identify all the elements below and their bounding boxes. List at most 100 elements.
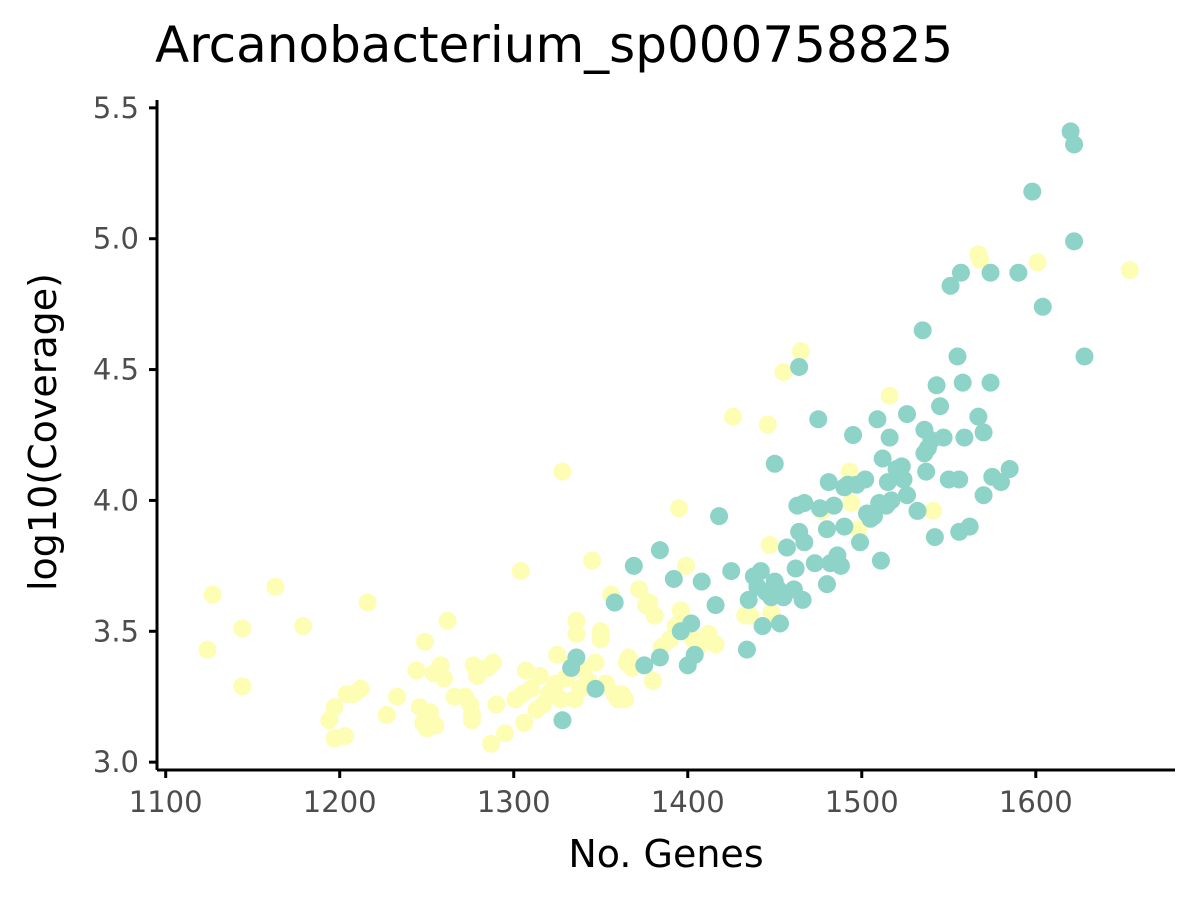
data-point	[670, 499, 689, 518]
data-point	[553, 711, 572, 730]
data-point	[482, 734, 501, 753]
data-point	[811, 499, 830, 518]
data-point	[677, 556, 696, 575]
data-point	[435, 669, 454, 688]
data-point	[692, 572, 711, 591]
x-axis-label: No. Genes	[568, 832, 763, 876]
data-point	[950, 470, 969, 489]
data-point	[809, 410, 828, 429]
data-point	[567, 648, 586, 667]
data-point	[969, 407, 988, 426]
data-point	[1033, 297, 1052, 316]
data-point	[1009, 263, 1028, 282]
data-point	[777, 538, 796, 557]
data-point	[426, 716, 445, 735]
data-point	[934, 428, 953, 447]
data-point	[548, 645, 567, 664]
data-point	[511, 562, 530, 581]
data-point	[635, 656, 654, 675]
data-point	[791, 342, 810, 361]
data-point	[824, 496, 843, 515]
data-point	[335, 726, 354, 745]
x-tick-label: 1500	[825, 785, 899, 819]
data-point	[878, 473, 897, 492]
data-point	[765, 454, 784, 473]
y-ticks: 3.0 3.5 4.0 4.5 5.0 5.5	[93, 91, 157, 779]
data-point	[758, 415, 777, 434]
data-point	[1065, 135, 1084, 154]
data-point	[770, 614, 789, 633]
data-point	[388, 687, 407, 706]
data-point	[515, 713, 534, 732]
data-point	[819, 473, 838, 492]
data-point	[941, 276, 960, 295]
data-point	[974, 486, 993, 505]
data-point	[567, 624, 586, 643]
data-point	[351, 679, 370, 698]
data-point	[685, 645, 704, 664]
data-point	[710, 507, 729, 526]
data-point	[1075, 347, 1094, 366]
data-point	[462, 711, 481, 730]
data-point	[664, 569, 683, 588]
data-point	[981, 263, 1000, 282]
data-point	[971, 250, 990, 269]
data-point	[591, 622, 610, 641]
data-point	[913, 321, 932, 340]
data-point	[835, 517, 854, 536]
data-point	[616, 690, 635, 709]
data-point	[233, 677, 252, 696]
x-tick-label: 1200	[303, 785, 377, 819]
data-point	[630, 580, 649, 599]
data-point	[817, 575, 836, 594]
data-point	[739, 590, 758, 609]
data-point	[553, 462, 572, 481]
data-point	[955, 428, 974, 447]
data-point	[567, 611, 586, 630]
data-point	[1023, 182, 1042, 201]
data-point	[583, 551, 602, 570]
data-points	[198, 122, 1139, 753]
data-point	[198, 640, 217, 659]
data-point	[898, 405, 917, 424]
data-point	[842, 494, 861, 513]
data-point	[898, 486, 917, 505]
data-point	[650, 648, 669, 667]
data-point	[203, 585, 222, 604]
data-point	[1000, 460, 1019, 479]
data-point	[894, 470, 913, 489]
data-point	[880, 386, 899, 405]
data-point	[873, 449, 892, 468]
data-point	[551, 690, 570, 709]
data-point	[522, 679, 541, 698]
data-point	[624, 556, 643, 575]
data-point	[706, 596, 725, 615]
y-tick-label: 3.0	[93, 745, 139, 779]
data-point	[790, 357, 809, 376]
data-point	[605, 593, 624, 612]
data-point	[377, 706, 396, 725]
data-point	[880, 428, 899, 447]
data-point	[844, 426, 863, 444]
x-tick-label: 1600	[999, 785, 1073, 819]
data-point	[908, 501, 927, 520]
x-tick-label: 1400	[651, 785, 725, 819]
x-tick-label: 1100	[129, 785, 203, 819]
data-point	[722, 562, 741, 581]
data-point	[974, 423, 993, 442]
data-point	[882, 491, 901, 510]
data-point	[586, 653, 605, 672]
data-point	[927, 376, 946, 395]
data-point	[849, 520, 868, 539]
data-point	[751, 562, 770, 581]
y-tick-label: 5.0	[93, 222, 139, 256]
data-point	[786, 559, 805, 578]
y-tick-label: 5.5	[93, 91, 139, 125]
data-point	[831, 556, 850, 575]
data-point	[650, 541, 669, 560]
data-point	[233, 619, 252, 638]
data-point	[960, 517, 979, 536]
data-point	[948, 347, 967, 366]
y-axis-label: log10(Coverage)	[21, 273, 65, 591]
